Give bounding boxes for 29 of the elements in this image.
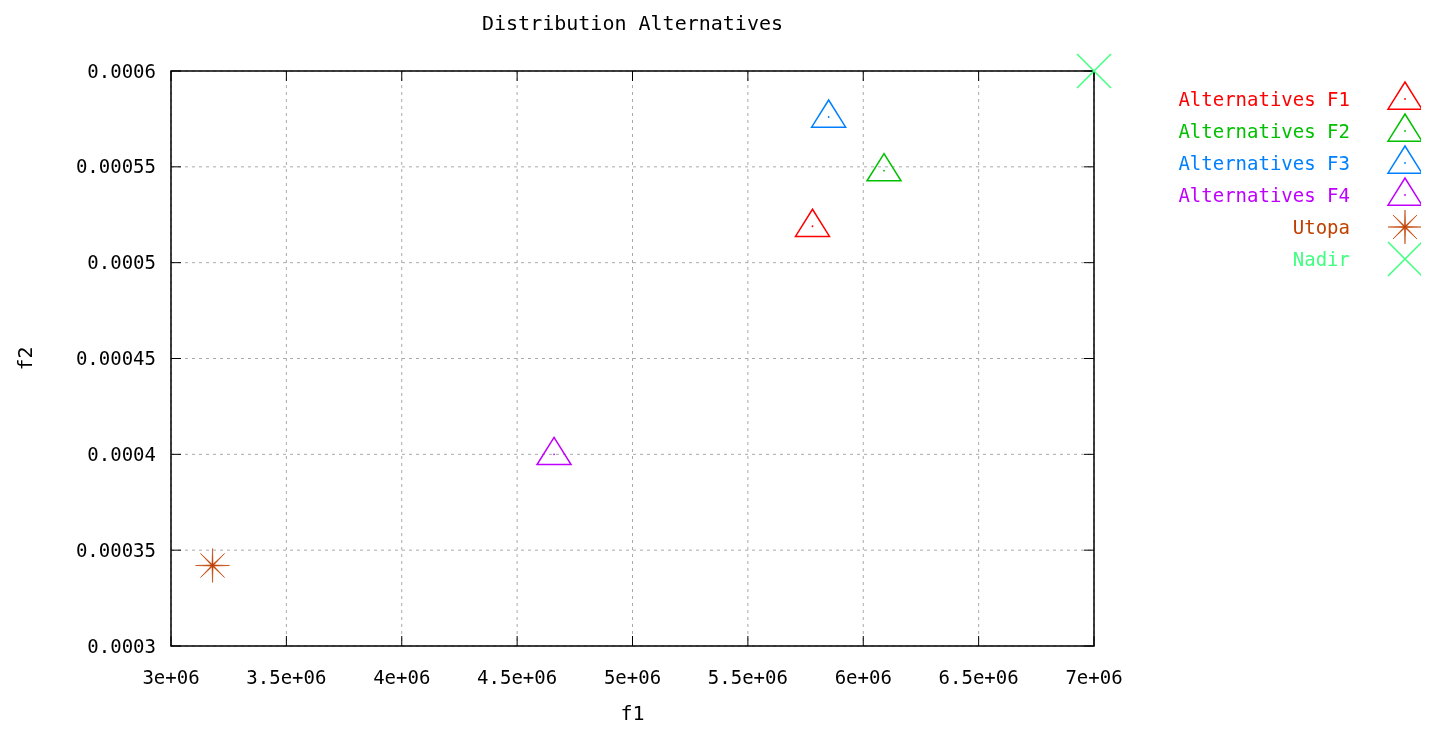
y-tick-label: 0.00035 — [75, 538, 156, 561]
legend-label: Alternatives F4 — [1178, 183, 1350, 206]
point — [536, 436, 572, 466]
x-tick-label: 5e+06 — [603, 666, 662, 688]
x-tick-label: 6.5e+06 — [938, 666, 1019, 688]
y-tick-label: 0.0003 — [87, 634, 156, 657]
x-tick-label: 3.5e+06 — [246, 666, 327, 688]
x-tick-label: 4.5e+06 — [477, 666, 558, 688]
x-tick-label: 5.5e+06 — [707, 666, 788, 688]
chart-title: Distribution Alternatives — [481, 11, 784, 35]
point — [810, 99, 847, 128]
y-tick-label: 0.0004 — [87, 442, 156, 465]
x-tick-label: 7e+06 — [1065, 666, 1123, 688]
x-tick-label: 6e+06 — [834, 666, 892, 688]
x-tick-label: 3e+06 — [142, 666, 200, 688]
y-tick-label: 0.00055 — [75, 155, 156, 178]
legend-label: Nadir — [1292, 247, 1350, 270]
legend-label: Alternatives F3 — [1178, 151, 1350, 174]
x-axis-title: f1 — [620, 701, 645, 725]
x-tick-label: 4e+06 — [373, 666, 431, 688]
y-axis-title: f2 — [13, 346, 37, 371]
legend-label: Utopa — [1292, 215, 1350, 238]
y-tick-label: 0.0006 — [87, 59, 156, 82]
legend-label: Alternatives F2 — [1178, 119, 1350, 142]
legend-label: Alternatives F1 — [1178, 87, 1350, 110]
y-tick-label: 0.0005 — [87, 251, 156, 274]
y-tick-label: 0.00045 — [75, 347, 156, 370]
point — [794, 208, 831, 238]
point — [866, 152, 902, 182]
